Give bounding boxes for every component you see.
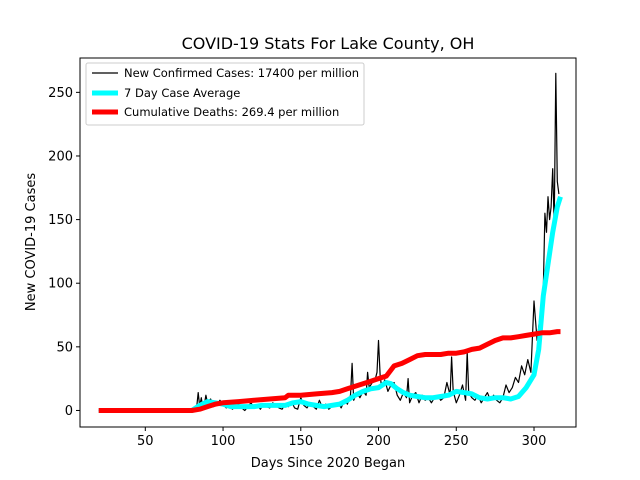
legend-label-1: New Confirmed Cases: 17400 per million — [124, 66, 359, 80]
series-line-2 — [98, 195, 563, 413]
y-tick-label: 250 — [48, 86, 73, 101]
x-axis-label: Days Since 2020 Began — [251, 456, 406, 471]
legend-box — [85, 62, 365, 126]
legend-label-3: Cumulative Deaths: 269.4 per million — [124, 105, 339, 119]
series-line-3 — [98, 329, 561, 413]
chart-title: COVID-19 Stats For Lake County, OH — [182, 34, 475, 53]
plot-area — [98, 72, 563, 413]
x-tick-label: 150 — [288, 434, 313, 449]
x-tick-label: 300 — [522, 434, 547, 449]
y-axis: 0 50 100 150 200 250 — [48, 86, 80, 419]
x-axis: 50 100 150 200 250 300 — [137, 427, 546, 449]
legend: New Confirmed Cases: 17400 per million 7 … — [85, 62, 365, 126]
x-tick-label: 250 — [444, 434, 469, 449]
y-axis-label: New COVID-19 Cases — [24, 173, 39, 311]
x-tick-label: 100 — [211, 434, 236, 449]
x-tick-label: 200 — [366, 434, 391, 449]
legend-label-2: 7 Day Case Average — [124, 86, 240, 100]
x-tick-label: 50 — [137, 434, 154, 449]
y-tick-label: 150 — [48, 213, 73, 228]
y-tick-label: 100 — [48, 277, 73, 292]
plot-frame — [79, 57, 577, 428]
y-tick-label: 0 — [65, 404, 73, 419]
y-tick-label: 200 — [48, 149, 73, 164]
y-tick-label: 50 — [56, 340, 73, 355]
